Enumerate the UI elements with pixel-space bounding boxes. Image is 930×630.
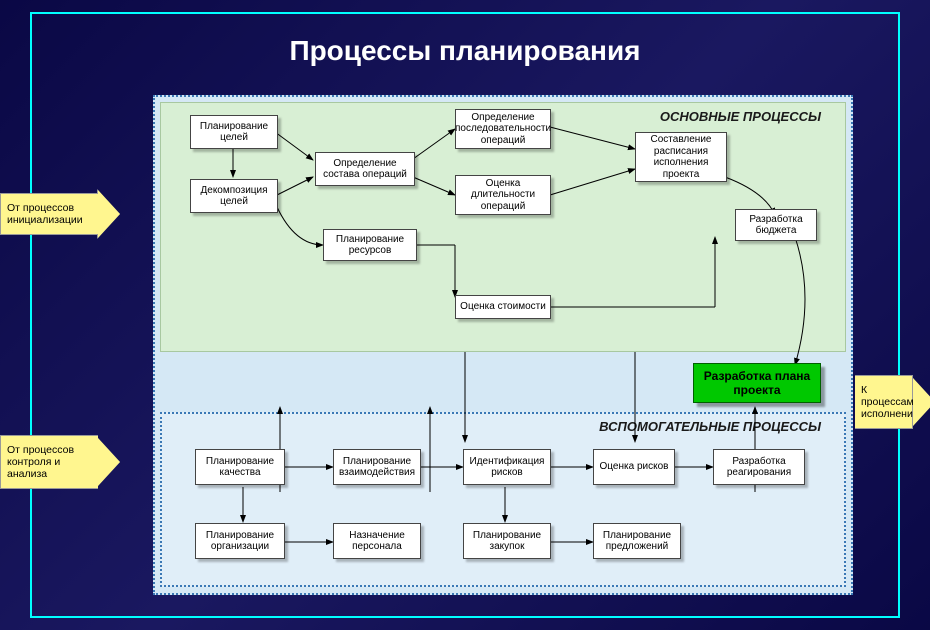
node-risk-eval: Оценка рисков [593,449,675,485]
frame-right [898,12,900,618]
node-risk-id: Идентификация рисков [463,449,551,485]
frame-bottom [30,616,900,618]
diagram-container: ОСНОВНЫЕ ПРОЦЕССЫ ВСПОМОГАТЕЛЬНЫЕ ПРОЦЕС… [153,95,853,595]
aux-section-label: ВСПОМОГАТЕЛЬНЫЕ ПРОЦЕССЫ [599,419,821,434]
arrow-to-exec: К процессам исполнения [855,375,930,429]
node-response: Разработка реагирования [713,449,805,485]
frame-left [30,12,32,618]
node-op-sequence: Определение последовательности операций [455,109,551,149]
page-title: Процессы планирования [0,35,930,67]
node-decomp-goals: Декомпозиция целей [190,179,278,213]
node-quality: Планирование качества [195,449,285,485]
frame-top [30,12,900,14]
node-schedule: Составление расписания исполнения проект… [635,132,727,182]
node-personnel: Назначение персонала [333,523,421,559]
node-op-composition: Определение состава операций [315,152,415,186]
arrow-to-exec-label: К процессам исполнения [855,375,913,429]
main-section-label: ОСНОВНЫЕ ПРОЦЕССЫ [660,109,821,124]
arrow-from-init-label: От процессов инициализации [0,193,98,235]
arrow-from-init: От процессов инициализации [0,190,120,238]
node-resources: Планирование ресурсов [323,229,417,261]
node-cost-est: Оценка стоимости [455,295,551,319]
node-project-plan: Разработка плана проекта [693,363,821,403]
node-plan-goals: Планирование целей [190,115,278,149]
arrow-from-control-label: От процессов контроля и анализа [0,435,98,489]
node-org: Планирование организации [195,523,285,559]
aux-processes-area [160,412,846,587]
node-budget: Разработка бюджета [735,209,817,241]
node-op-duration: Оценка длительности операций [455,175,551,215]
node-interaction: Планирование взаимодействия [333,449,421,485]
node-proposals: Планирование предложений [593,523,681,559]
node-procurement: Планирование закупок [463,523,551,559]
arrow-from-control: От процессов контроля и анализа [0,435,120,489]
